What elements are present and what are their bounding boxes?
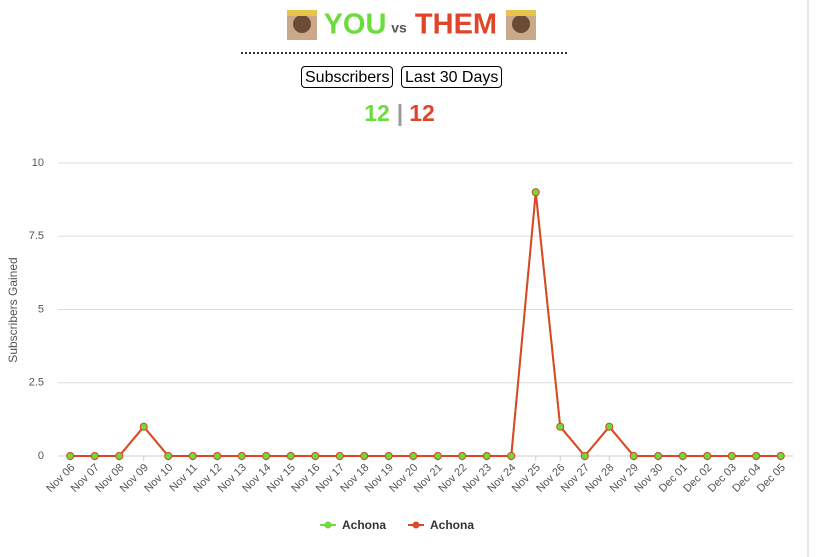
point xyxy=(433,452,442,460)
point xyxy=(556,422,565,431)
y-tick-label: 0 xyxy=(38,450,44,462)
y-tick-label: 2.5 xyxy=(29,377,44,389)
y-axis-title: Subscribers Gained xyxy=(6,257,20,362)
point xyxy=(482,452,491,460)
avatar-them xyxy=(506,10,536,40)
point xyxy=(90,452,99,460)
y-tick-label: 7.5 xyxy=(29,230,44,242)
point xyxy=(776,452,785,460)
point xyxy=(188,452,197,460)
point xyxy=(507,452,516,460)
metric-button[interactable]: Subscribers xyxy=(301,66,394,88)
score-you: 12 xyxy=(364,100,390,126)
point xyxy=(139,422,148,431)
score-separator: | xyxy=(397,100,403,126)
point xyxy=(335,452,344,460)
point xyxy=(654,452,663,460)
legend-marker xyxy=(412,521,420,529)
legend-marker xyxy=(324,521,332,529)
point xyxy=(213,452,222,460)
y-tick-label: 5 xyxy=(38,303,44,315)
series-line xyxy=(70,192,781,458)
point xyxy=(605,422,614,431)
point xyxy=(409,452,418,460)
point xyxy=(629,452,638,460)
point xyxy=(678,452,687,460)
point xyxy=(115,452,124,460)
point xyxy=(531,188,540,197)
point xyxy=(458,452,467,460)
point xyxy=(384,452,393,460)
point xyxy=(311,452,320,460)
point xyxy=(727,452,736,460)
vs-label: vs xyxy=(391,20,407,36)
y-tick-label: 10 xyxy=(32,157,44,169)
them-label: THEM xyxy=(415,9,497,41)
point xyxy=(360,452,369,460)
point xyxy=(237,452,246,460)
point xyxy=(286,452,295,460)
legend-label: Achona xyxy=(430,518,474,532)
range-button[interactable]: Last 30 Days xyxy=(401,66,503,88)
avatar-you xyxy=(287,10,317,40)
point xyxy=(752,452,761,460)
you-label: YOU xyxy=(324,9,387,41)
point xyxy=(66,452,75,460)
point xyxy=(580,452,589,460)
score-them: 12 xyxy=(409,100,435,126)
series-line xyxy=(70,192,781,458)
point xyxy=(164,452,173,460)
point xyxy=(703,452,712,460)
point xyxy=(262,452,271,460)
legend-label: Achona xyxy=(342,518,386,532)
